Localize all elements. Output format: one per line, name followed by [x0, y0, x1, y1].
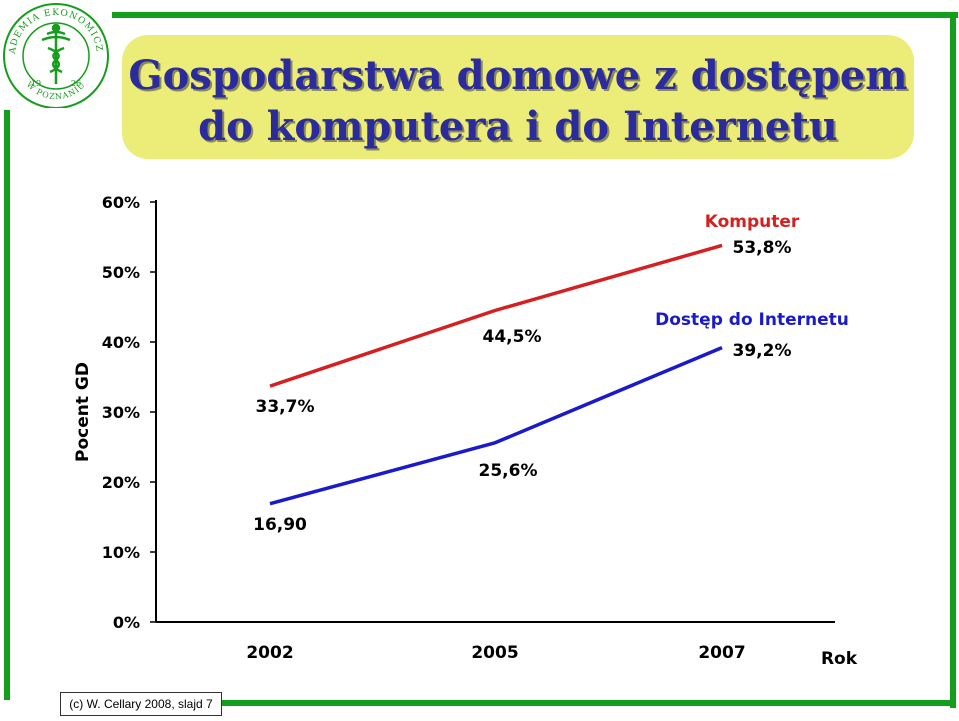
slide-title-line-1: Gospodarstwa domowe z dostępem	[128, 52, 908, 99]
y-tick-label: 10%	[102, 543, 140, 562]
data-label: 44,5%	[483, 327, 542, 347]
caduceus-icon	[41, 23, 71, 84]
y-tick-label: 50%	[102, 263, 140, 282]
x-axis-title: Rok	[821, 649, 858, 669]
series-label: Dostęp do Internetu	[655, 310, 849, 330]
x-tick-label: 2002	[246, 643, 293, 663]
data-label: 53,8%	[733, 238, 792, 258]
data-label: 16,90	[253, 515, 307, 535]
y-axis-title: Pocent GD	[73, 362, 93, 462]
x-tick-label: 2005	[471, 643, 518, 663]
data-label: 25,6%	[479, 461, 538, 481]
slide-footer: (c) W. Cellary 2008, slajd 7	[60, 692, 222, 716]
slide-title-line-2: do komputera i do Internetu	[198, 103, 838, 150]
y-tick-label: 40%	[102, 333, 140, 352]
frame-left-border	[4, 110, 10, 700]
logo-year-left: 19	[31, 79, 41, 88]
y-tick-label: 60%	[102, 193, 140, 212]
series-label: Komputer	[705, 212, 800, 232]
line-chart: 0% 10% 20% 30% 40% 50% 60% 2002 2005 2007 Rok Pocen…	[73, 193, 858, 669]
frame-bottom-border	[220, 700, 956, 706]
title-box: Gospodarstwa domowe z dostępem do komput…	[122, 35, 914, 159]
frame-right-border	[950, 12, 956, 708]
x-tick-label: 2007	[698, 643, 745, 663]
y-tick-label: 30%	[102, 403, 140, 422]
logo-year-right: 26	[71, 79, 81, 88]
data-label: 39,2%	[733, 341, 792, 361]
y-tick-label: 0%	[113, 613, 140, 632]
academy-logo: AKADEMIA EKONOMICZNA W POZNANIU 19 26	[0, 0, 112, 109]
y-tick-label: 20%	[102, 473, 140, 492]
data-label: 33,7%	[256, 397, 315, 417]
frame-top-border	[100, 12, 958, 18]
